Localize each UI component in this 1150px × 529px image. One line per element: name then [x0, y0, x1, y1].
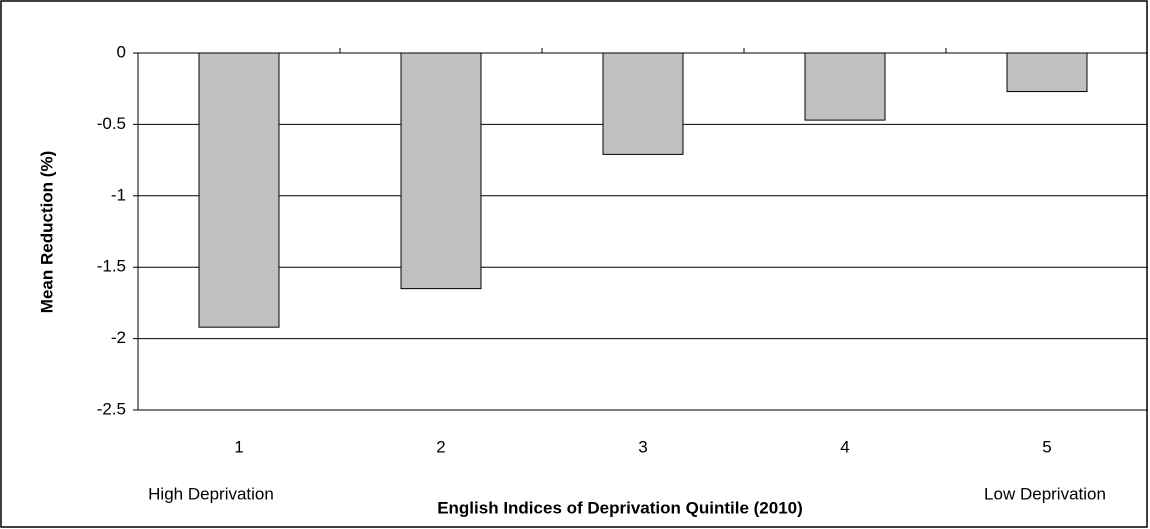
annotation: Low Deprivation — [984, 484, 1106, 503]
x-axis-label: English Indices of Deprivation Quintile … — [437, 498, 803, 517]
y-tick-label: -1 — [111, 185, 126, 204]
bar — [804, 52, 886, 121]
y-tick-label: -0.5 — [97, 114, 126, 133]
y-tick-label: -2.5 — [97, 399, 126, 418]
bar — [602, 52, 684, 155]
x-tick-label: 2 — [436, 437, 445, 456]
y-tick-label: 0 — [117, 42, 126, 61]
x-tick-label: 5 — [1042, 437, 1051, 456]
bar — [1006, 52, 1088, 93]
bar — [198, 52, 280, 328]
y-tick-label: -1.5 — [97, 257, 126, 276]
annotation: High Deprivation — [148, 484, 274, 503]
bar — [400, 52, 482, 290]
x-tick-label: 1 — [234, 437, 243, 456]
y-axis-label: Mean Reduction (%) — [37, 151, 56, 313]
y-tick-label: -2 — [111, 328, 126, 347]
x-tick-label: 4 — [840, 437, 849, 456]
x-tick-label: 3 — [638, 437, 647, 456]
